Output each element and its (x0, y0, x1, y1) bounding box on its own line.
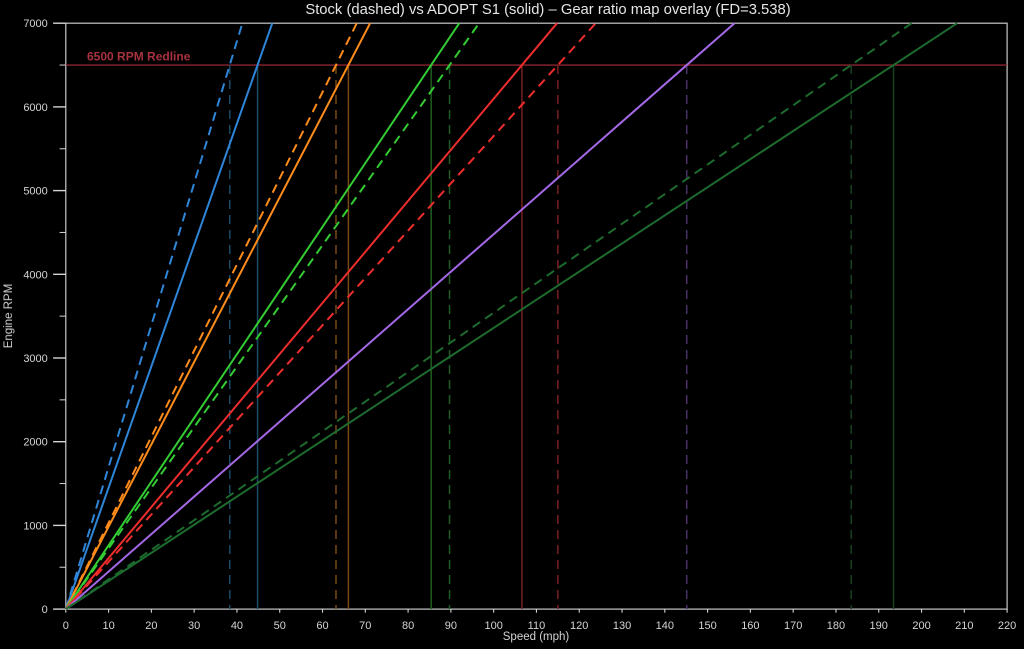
svg-text:0: 0 (42, 604, 48, 616)
svg-text:170: 170 (784, 620, 802, 632)
svg-text:60: 60 (316, 620, 328, 632)
svg-text:30: 30 (188, 620, 200, 632)
svg-text:0: 0 (63, 620, 69, 632)
svg-text:50: 50 (274, 620, 286, 632)
svg-text:4000: 4000 (23, 269, 47, 281)
svg-text:10: 10 (102, 620, 114, 632)
svg-text:5000: 5000 (23, 186, 47, 198)
svg-text:220: 220 (998, 620, 1016, 632)
svg-text:190: 190 (870, 620, 888, 632)
svg-text:210: 210 (955, 620, 973, 632)
svg-text:7000: 7000 (23, 18, 47, 30)
svg-text:90: 90 (445, 620, 457, 632)
svg-text:70: 70 (359, 620, 371, 632)
svg-text:1000: 1000 (23, 520, 47, 532)
svg-text:3000: 3000 (23, 353, 47, 365)
svg-text:6000: 6000 (23, 102, 47, 114)
svg-text:2000: 2000 (23, 437, 47, 449)
svg-text:80: 80 (402, 620, 414, 632)
svg-text:40: 40 (231, 620, 243, 632)
svg-text:6500 RPM Redline: 6500 RPM Redline (87, 49, 191, 63)
svg-text:200: 200 (912, 620, 930, 632)
svg-text:110: 110 (528, 620, 546, 632)
svg-text:20: 20 (145, 620, 157, 632)
svg-text:160: 160 (741, 620, 759, 632)
svg-text:100: 100 (484, 620, 502, 632)
svg-text:140: 140 (656, 620, 674, 632)
svg-text:120: 120 (570, 620, 588, 632)
svg-text:150: 150 (698, 620, 716, 632)
svg-text:130: 130 (613, 620, 631, 632)
svg-text:180: 180 (827, 620, 845, 632)
